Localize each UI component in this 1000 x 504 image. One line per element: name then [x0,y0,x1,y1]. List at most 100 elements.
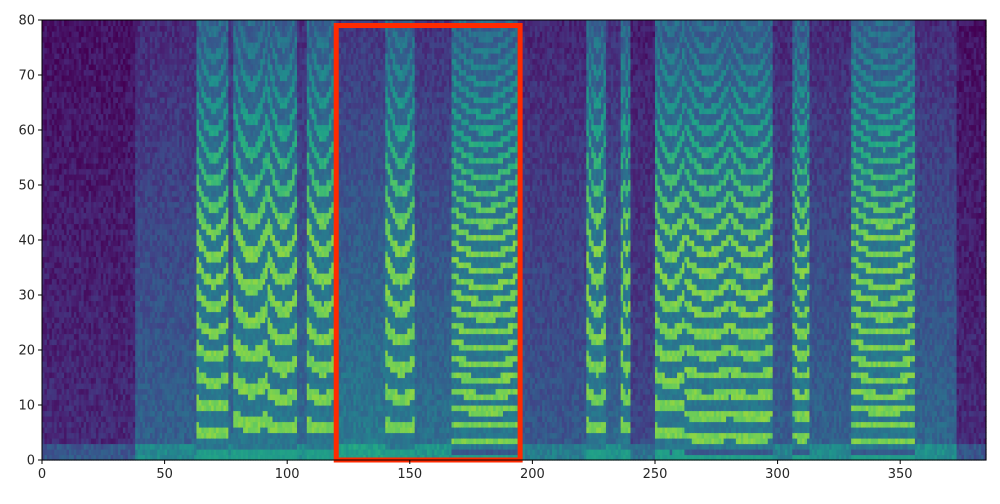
heatmap-cell [118,146,122,153]
heatmap-cell [105,289,109,296]
heatmap-cell [83,372,87,379]
heatmap-cell [88,36,92,43]
heatmap-cell [42,135,46,142]
heatmap-cell [64,383,68,390]
heatmap-cell [68,289,73,296]
heatmap-cell [78,427,82,434]
heatmap-cell [91,102,95,109]
heatmap-cell [113,377,117,384]
heatmap-cell [88,399,92,406]
heatmap-cell [130,311,134,318]
heatmap-cell [100,333,104,340]
heatmap-cell [93,256,97,263]
heatmap-cell [78,146,82,153]
heatmap-cell [113,64,117,71]
heatmap-cell [100,108,104,115]
heatmap-cell [108,130,112,137]
heatmap-cell [83,97,87,104]
heatmap-cell [93,223,97,230]
heatmap-cell [100,306,104,313]
heatmap-cell [118,207,122,214]
heatmap-cell [120,190,124,197]
heatmap-cell [46,449,50,456]
heatmap-cell [130,218,134,225]
heatmap-cell [127,432,131,439]
heatmap-cell [93,278,97,285]
heatmap-cell [110,36,114,43]
heatmap-cell [113,410,117,417]
heatmap-cell [71,212,75,219]
heatmap-cell [78,344,82,351]
heatmap-cell [120,438,124,445]
heatmap-cell [95,91,99,98]
heatmap-cell [54,438,58,445]
heatmap-cell [44,284,48,291]
heatmap-cell [73,179,77,186]
heatmap-cell [64,388,68,395]
heatmap-cell [68,91,73,98]
heatmap-cell [42,130,46,137]
heatmap-cell [105,454,109,461]
heatmap-cell [130,185,134,192]
heatmap-cell [125,163,129,170]
heatmap-cell [95,135,99,142]
heatmap-cell [118,317,122,324]
heatmap-cell [95,75,99,82]
heatmap-cell [110,179,114,186]
heatmap-cell [103,262,107,269]
heatmap-cell [81,361,85,368]
heatmap-cell [132,306,136,313]
heatmap-cell [61,289,65,296]
heatmap-cell [110,421,114,428]
heatmap-cell [132,97,136,104]
heatmap-cell [122,300,126,307]
heatmap-cell [93,300,97,307]
heatmap-cell [110,394,114,401]
heatmap-cell [59,108,63,115]
heatmap-cell [115,80,119,87]
heatmap-cell [73,383,77,390]
heatmap-cell [49,196,53,203]
heatmap-cell [42,42,46,49]
heatmap-cell [44,432,48,439]
heatmap-cell [68,339,73,346]
heatmap-cell [122,449,126,456]
heatmap-cell [113,102,117,109]
heatmap-cell [98,146,102,153]
heatmap-cell [59,328,63,335]
heatmap-cell [108,300,112,307]
heatmap-cell [118,410,122,417]
heatmap-cell [88,146,92,153]
heatmap-cell [68,119,73,126]
heatmap-cell [81,130,85,137]
heatmap-cell [127,53,131,60]
heatmap-cell [93,355,97,362]
heatmap-cell [42,218,46,225]
heatmap-cell [105,124,109,131]
heatmap-cell [122,306,126,313]
heatmap-cell [118,185,122,192]
heatmap-cell [59,333,63,340]
heatmap-cell [49,449,53,456]
heatmap-cell [73,438,77,445]
heatmap-cell [51,410,55,417]
heatmap-cell [115,47,119,54]
heatmap-cell [86,124,90,131]
heatmap-cell [42,443,46,450]
heatmap-cell [51,31,55,38]
heatmap-cell [118,366,122,373]
heatmap-cell [113,119,117,126]
heatmap-cell [68,306,73,313]
heatmap-cell [132,410,136,417]
heatmap-cell [95,31,99,38]
heatmap-cell [64,366,68,373]
heatmap-cell [71,174,75,181]
heatmap-cell [81,207,85,214]
heatmap-cell [44,322,48,329]
heatmap-cell [122,31,126,38]
heatmap-cell [132,267,136,274]
heatmap-cell [78,267,82,274]
heatmap-cell [42,262,46,269]
heatmap-cell [108,119,112,126]
heatmap-cell [110,185,114,192]
